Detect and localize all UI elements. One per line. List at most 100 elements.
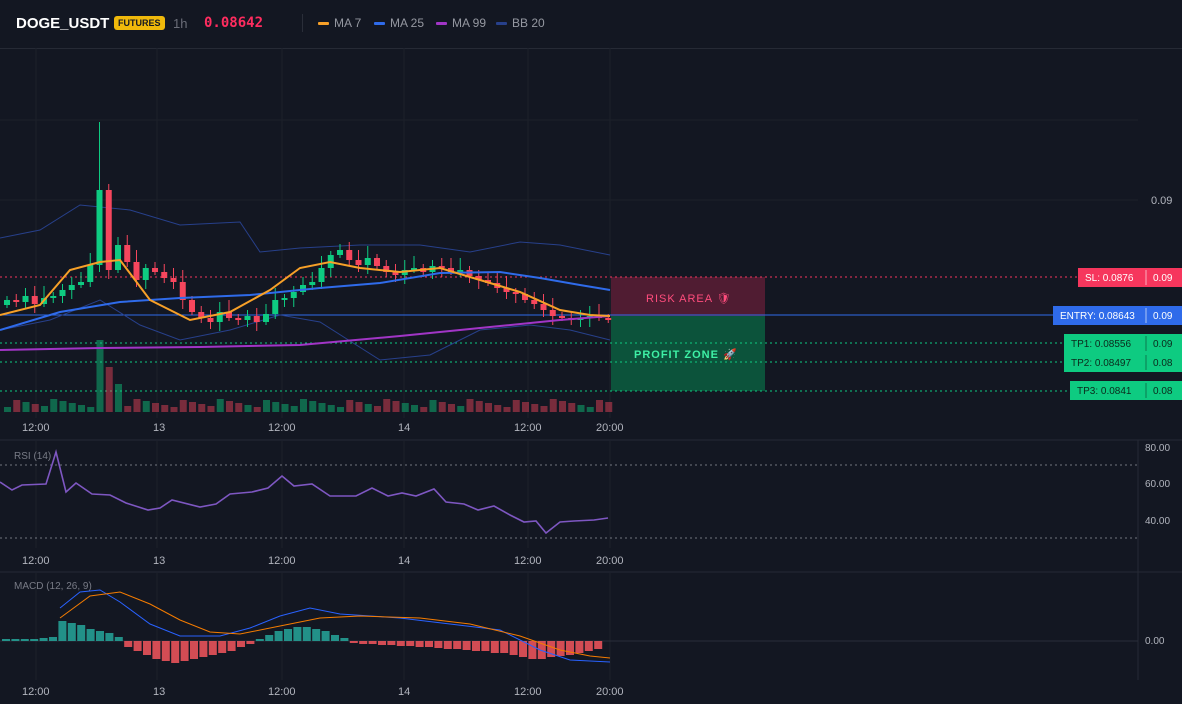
candle-body — [226, 312, 232, 318]
volume-bar — [31, 404, 39, 412]
sl-tag-bg — [1078, 268, 1182, 287]
volume-bar — [605, 402, 613, 412]
volume-bar — [383, 399, 391, 412]
volume-bar — [142, 401, 150, 412]
candle-body — [346, 250, 353, 260]
symbol-name[interactable]: DOGE_USDT — [16, 15, 110, 32]
ma7-swatch — [318, 21, 329, 25]
volume-bar — [78, 405, 85, 412]
time-label: 12:00 — [514, 686, 542, 698]
histogram-bar — [396, 641, 405, 646]
bollinger-bands — [0, 204, 611, 361]
candlesticks — [4, 122, 612, 331]
legend-ma25[interactable]: MA 25 — [374, 16, 424, 30]
futures-badge: FUTURES — [114, 16, 165, 30]
histogram-bar — [528, 641, 537, 659]
header-divider — [302, 14, 303, 32]
candle-body — [272, 300, 279, 314]
histogram-bar — [509, 641, 518, 655]
volume-bar — [494, 405, 502, 412]
candle-body — [392, 272, 399, 275]
histogram-bar — [537, 641, 546, 659]
entry-tag-bg — [1053, 306, 1182, 325]
volume-bar — [170, 407, 178, 412]
histogram-bar — [302, 627, 311, 641]
time-label: 14 — [398, 422, 410, 434]
signal-line — [59, 591, 611, 659]
volume-bar — [244, 405, 252, 412]
time-label: 12:00 — [22, 686, 50, 698]
candle-body — [559, 316, 565, 318]
rsi-panel[interactable]: RSI (14) 80.00 60.00 40.00 12:00 13 12:0… — [0, 443, 1170, 567]
histogram-bar — [321, 631, 330, 641]
histogram-bar — [227, 641, 236, 651]
candle-body — [300, 285, 306, 292]
volume-bar — [559, 401, 566, 412]
entry-tag-suffix: 0.09 — [1153, 311, 1173, 322]
histogram-bar — [180, 641, 189, 661]
histogram-bar — [39, 638, 48, 641]
histogram-bar — [453, 641, 462, 649]
bb-lower-band — [0, 299, 611, 361]
macd-panel[interactable]: MACD (12, 26, 9) 0.00 12:00 13 12:00 14 … — [0, 581, 1165, 698]
tp1-tag[interactable]: TP1: 0.08556 0.09 — [1064, 334, 1182, 353]
volume-bar — [420, 407, 428, 412]
volume-bar — [161, 405, 169, 412]
tp1-tag-label: TP1: 0.08556 — [1071, 339, 1131, 350]
ma99-label: MA 99 — [452, 16, 487, 30]
time-label: 14 — [398, 555, 410, 567]
volume-bar — [290, 406, 298, 412]
histogram-bar — [246, 641, 255, 644]
volume-bar — [568, 403, 576, 412]
volume-bar — [152, 403, 159, 412]
histogram-bar — [152, 641, 161, 659]
time-label: 12:00 — [268, 686, 296, 698]
volume-bar — [503, 407, 511, 412]
volume-bar — [59, 401, 67, 412]
tp1-tag-suffix: 0.09 — [1153, 339, 1173, 350]
tp2-tag[interactable]: TP2: 0.08497 0.08 — [1064, 353, 1182, 372]
histogram-bar — [96, 631, 104, 641]
volume-bar — [124, 406, 132, 412]
candle-body — [115, 245, 121, 270]
legend-bb20[interactable]: BB 20 — [496, 16, 545, 30]
volume-bar — [207, 406, 215, 412]
volume-bar — [263, 400, 270, 412]
candle-body — [605, 318, 612, 320]
legend-ma7[interactable]: MA 7 — [318, 16, 361, 30]
volume-bar — [374, 406, 381, 412]
candle-body — [531, 300, 538, 304]
histogram-bar — [255, 639, 264, 641]
candle-body — [290, 292, 297, 298]
histogram-bar — [86, 629, 95, 641]
volume-bar — [226, 401, 233, 412]
legend-ma99[interactable]: MA 99 — [436, 16, 486, 30]
volume-bar — [272, 402, 280, 412]
sl-tag[interactable]: SL: 0.0876 0.09 — [1078, 268, 1182, 287]
time-label: 14 — [398, 686, 410, 698]
histogram-bar — [133, 641, 142, 651]
ma25-label: MA 25 — [390, 16, 425, 30]
histogram-bar — [472, 641, 480, 651]
entry-tag[interactable]: ENTRY: 0.08643 0.09 — [1053, 306, 1182, 325]
histogram-bar — [331, 635, 339, 641]
candle-body — [512, 292, 519, 294]
ma7-line — [0, 258, 611, 322]
tp2-tag-bg — [1064, 353, 1182, 372]
candle-body — [383, 266, 390, 272]
timeframe-label[interactable]: 1h — [173, 16, 188, 31]
volume-bar — [87, 407, 95, 412]
histogram-bar — [425, 641, 433, 647]
rsi-tick: 80.00 — [1145, 443, 1170, 454]
histogram-bar — [284, 629, 292, 641]
candle-body — [50, 296, 57, 298]
volume-bar — [68, 403, 76, 412]
histogram-bar — [124, 641, 133, 647]
candle-body — [170, 278, 177, 282]
candle-body — [133, 262, 140, 280]
volume-bar — [457, 406, 465, 412]
volume-bar — [522, 402, 529, 412]
tp3-tag[interactable]: TP3: 0.0841 0.08 — [1070, 381, 1182, 400]
volume-bar — [401, 403, 409, 412]
